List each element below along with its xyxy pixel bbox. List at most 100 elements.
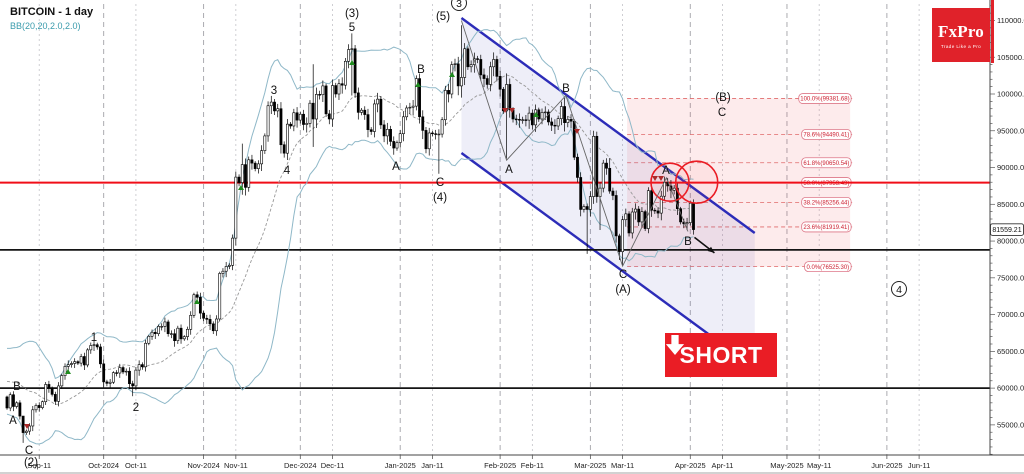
- candle-body: [392, 141, 396, 149]
- wave-connector-line: [460, 20, 689, 268]
- candle-body: [605, 162, 608, 169]
- candle-body: [215, 318, 218, 332]
- candle-body: [427, 132, 431, 150]
- candle-body: [169, 333, 173, 335]
- candle-body: [21, 415, 25, 433]
- candle-body: [166, 321, 170, 335]
- time-tick-label: Oct-2024: [88, 461, 119, 470]
- candle-body: [382, 124, 386, 137]
- candle-body: [276, 108, 280, 112]
- candle-body: [205, 317, 209, 320]
- price-tick-label: 85000.00: [997, 200, 1024, 209]
- wave-label: A: [505, 164, 513, 176]
- candle-body: [646, 190, 650, 229]
- candle-body: [231, 237, 235, 266]
- candle-body: [82, 356, 86, 366]
- time-tick-label: Apr-11: [712, 461, 734, 470]
- candle-body: [298, 113, 302, 121]
- candle-body: [282, 144, 286, 154]
- candle-body: [469, 64, 473, 68]
- candle-body: [556, 118, 560, 127]
- candle-body: [450, 64, 454, 95]
- candles: [5, 25, 695, 443]
- wave-label: (A): [615, 284, 631, 296]
- candle-body: [260, 150, 264, 165]
- candle-body: [466, 48, 470, 68]
- fxpro-logo-text: FxPro: [937, 21, 984, 41]
- candle-body: [360, 109, 363, 113]
- channel-fill: [461, 18, 755, 368]
- fxpro-tagline: Trade Like a Pro: [940, 43, 982, 49]
- price-tick-label: 95000.00: [997, 126, 1024, 135]
- down-arrow-marker: [509, 108, 515, 113]
- candle-body: [160, 326, 164, 328]
- wave-label: A: [392, 161, 400, 173]
- projection-arrow-head: [707, 246, 715, 253]
- candle-body: [501, 88, 505, 112]
- candle-body: [273, 101, 276, 112]
- candle-body: [576, 156, 579, 178]
- indicator-label: BB(20,20,2.0,2.0): [10, 20, 81, 31]
- candle-body: [318, 94, 322, 96]
- wave-label: 3: [271, 85, 277, 97]
- candle-body: [57, 385, 60, 402]
- fib-label-box: [801, 129, 852, 140]
- candle-body: [460, 77, 463, 87]
- fib-label-box: [804, 261, 852, 273]
- candle-body: [140, 364, 144, 368]
- candle-body: [211, 323, 215, 332]
- candle-body: [269, 101, 273, 107]
- up-arrow-marker: [533, 112, 539, 117]
- wave-label: C: [436, 177, 444, 189]
- wave-label: (5): [436, 11, 450, 23]
- candle-body: [234, 176, 238, 239]
- down-arrow-marker: [574, 129, 580, 134]
- down-arrow-icon: [665, 335, 685, 355]
- candle-body: [189, 315, 193, 330]
- candle-body: [115, 372, 118, 374]
- candle-body: [366, 114, 370, 130]
- wave-label: B: [417, 64, 425, 76]
- candle-body: [672, 187, 676, 191]
- candle-body: [253, 162, 257, 169]
- candle-body: [105, 381, 109, 384]
- wave-label: (2): [24, 457, 38, 469]
- candle-body: [592, 135, 595, 197]
- wave-label: 5: [349, 22, 355, 34]
- candle-body: [308, 102, 312, 124]
- candle-body: [411, 105, 415, 108]
- candle-body: [614, 195, 618, 237]
- candle-body: [263, 135, 267, 151]
- candle-body: [534, 109, 537, 126]
- candle-body: [12, 394, 15, 407]
- candle-body: [18, 402, 22, 417]
- candle-body: [637, 208, 641, 223]
- candle-body: [572, 120, 576, 158]
- candle-body: [5, 396, 9, 409]
- candle-body: [221, 270, 225, 274]
- candle-body: [424, 130, 428, 150]
- candle-body: [311, 102, 315, 120]
- time-tick-label: Jan-11: [421, 461, 443, 470]
- candle-body: [34, 405, 38, 411]
- candle-body: [498, 76, 502, 90]
- bollinger-bands: [6, 29, 694, 445]
- candle-body: [508, 84, 512, 111]
- time-tick-label: Jan-2025: [385, 461, 416, 470]
- candle-body: [286, 123, 289, 154]
- candle-body: [53, 394, 57, 402]
- candle-body: [186, 328, 189, 337]
- candle-body: [463, 48, 467, 78]
- chart-legend: BITCOIN - 1 day BB(20,20,2.0,2.0): [10, 6, 93, 32]
- up-arrow-marker: [238, 185, 244, 190]
- circled-wave-label: 4: [891, 281, 907, 297]
- focus-circle: [674, 160, 719, 205]
- candle-body: [70, 363, 73, 365]
- candle-body: [640, 211, 644, 223]
- short-signal-button[interactable]: SHORT: [665, 333, 777, 377]
- bollinger-upper-band: [7, 29, 694, 380]
- candle-body: [31, 409, 35, 427]
- time-tick-label: May-2025: [770, 461, 803, 470]
- fib-label-box: [801, 157, 852, 169]
- candle-body: [456, 63, 460, 87]
